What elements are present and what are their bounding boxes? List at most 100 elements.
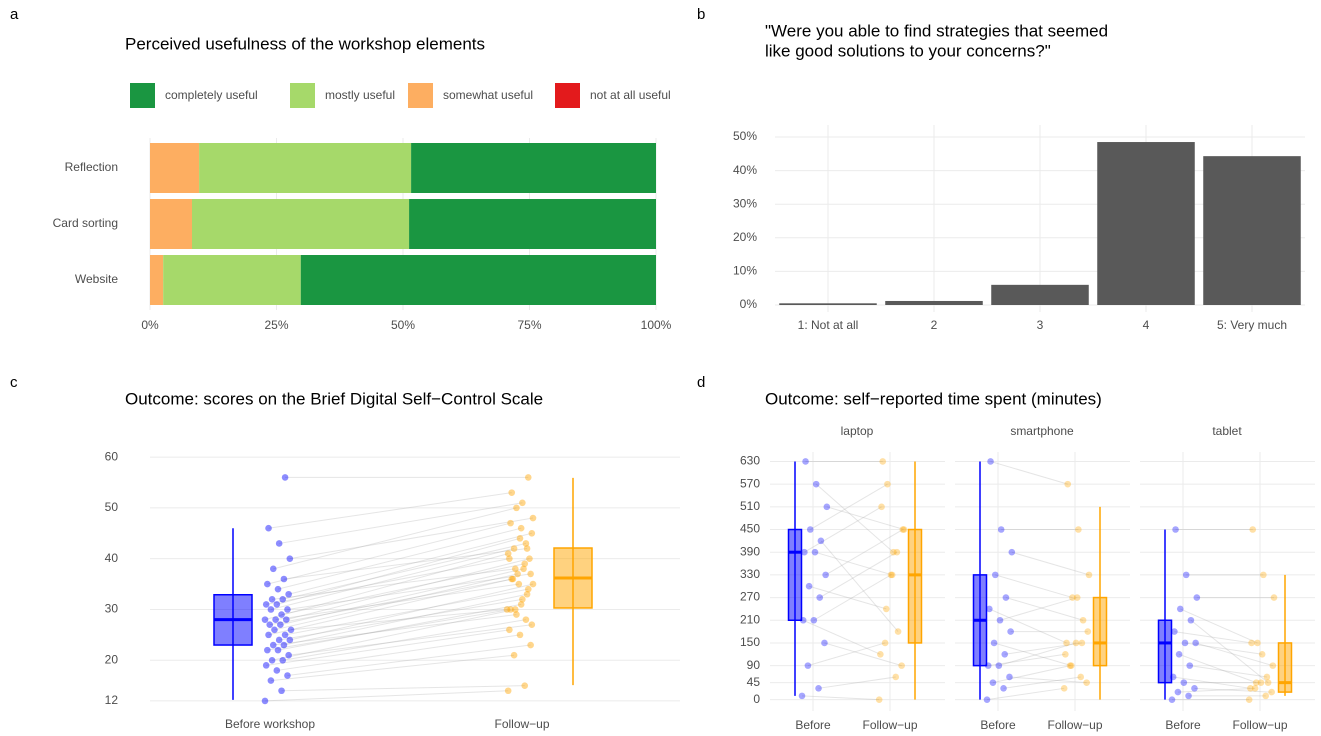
- pair-line: [1174, 631, 1252, 644]
- y-tick-label: 20: [105, 652, 119, 666]
- data-point: [1168, 696, 1176, 703]
- pair-line: [281, 685, 525, 692]
- bar-segment: [163, 255, 301, 305]
- y-tick-label: 510: [740, 499, 760, 513]
- data-point: [266, 621, 274, 629]
- data-point: [522, 540, 530, 547]
- bar: [1097, 142, 1195, 305]
- data-point: [822, 571, 829, 579]
- data-point: [877, 650, 884, 658]
- chart-title: Outcome: scores on the Brief Digital Sel…: [125, 389, 543, 408]
- pair-line: [988, 653, 1066, 667]
- data-point: [1063, 639, 1070, 647]
- pair-line: [277, 603, 522, 651]
- x-tick-label: 5: Very much: [1217, 318, 1287, 332]
- data-point: [1248, 639, 1255, 647]
- pair-line: [1190, 619, 1269, 684]
- pair-line: [289, 583, 534, 641]
- data-point: [284, 672, 291, 679]
- x-tick-label: 50%: [391, 318, 415, 332]
- data-point: [1192, 639, 1199, 647]
- bar: [779, 303, 877, 305]
- x-tick-label: 100%: [641, 318, 672, 332]
- data-point: [278, 611, 285, 618]
- pair-line: [276, 634, 521, 671]
- x-tick-label: 4: [1143, 318, 1150, 332]
- bar-segment: [150, 143, 200, 193]
- x-tick-label: Before: [1165, 718, 1201, 732]
- data-point: [821, 639, 828, 647]
- bar-segment: [199, 143, 412, 193]
- pair-line: [266, 558, 510, 605]
- pair-line: [282, 542, 527, 600]
- pair-line: [274, 573, 518, 631]
- chart-title: Outcome: self−reported time spent (minut…: [765, 389, 1102, 408]
- data-point: [984, 662, 992, 669]
- facet-label: laptop: [841, 424, 874, 438]
- pair-line: [288, 532, 532, 595]
- data-point: [1075, 526, 1082, 533]
- pair-line: [814, 551, 893, 576]
- data-point: [281, 631, 289, 639]
- pair-line: [802, 619, 881, 655]
- data-point: [268, 656, 276, 664]
- y-tick-label: 90: [747, 658, 761, 672]
- pair-line: [813, 574, 892, 621]
- data-point: [1066, 662, 1074, 669]
- y-tick-label: Website: [75, 272, 118, 286]
- pair-line: [267, 522, 511, 585]
- data-point: [892, 673, 900, 681]
- data-point: [521, 682, 529, 689]
- data-point: [506, 626, 513, 634]
- data-point: [261, 616, 269, 623]
- x-tick-label: Before: [980, 718, 1016, 732]
- data-point: [1175, 650, 1183, 658]
- legend-swatch: [408, 83, 433, 108]
- data-point: [519, 499, 526, 507]
- legend-label: completely useful: [165, 88, 258, 102]
- x-tick-label: 75%: [517, 318, 541, 332]
- data-point: [898, 662, 905, 669]
- y-tick-label: 0: [753, 692, 760, 706]
- data-point: [1187, 616, 1195, 624]
- pair-line: [1189, 665, 1267, 678]
- data-point: [272, 616, 279, 623]
- data-point: [810, 616, 818, 624]
- pair-line: [998, 642, 1077, 667]
- data-point: [1245, 696, 1253, 703]
- data-point: [510, 651, 518, 659]
- pair-line: [276, 537, 521, 605]
- data-point: [1182, 571, 1190, 579]
- data-point: [511, 606, 519, 613]
- data-point: [278, 687, 285, 695]
- bar-segment: [300, 255, 656, 305]
- data-point: [1186, 662, 1194, 669]
- data-point: [1069, 594, 1076, 601]
- data-point: [798, 692, 806, 700]
- y-tick-label: 330: [740, 567, 760, 581]
- data-point: [1180, 679, 1188, 686]
- y-tick-label: 40: [105, 551, 119, 565]
- x-tick-label: Follow−up: [862, 718, 917, 732]
- box-body: [907, 528, 923, 644]
- x-tick-label: Before: [795, 718, 831, 732]
- data-point: [987, 458, 994, 465]
- data-point: [520, 565, 527, 573]
- data-point: [527, 641, 534, 649]
- data-point: [986, 605, 993, 613]
- data-point: [1263, 673, 1271, 681]
- data-point: [1270, 594, 1278, 601]
- data-point: [286, 636, 294, 644]
- pair-line: [282, 619, 526, 661]
- pair-line: [1180, 608, 1258, 644]
- legend-swatch: [555, 83, 580, 108]
- data-point: [265, 524, 272, 532]
- pair-line: [1011, 551, 1090, 576]
- pair-line: [1195, 642, 1273, 667]
- pair-line: [825, 529, 904, 576]
- y-tick-label: Card sorting: [53, 216, 118, 230]
- box-body: [1277, 642, 1293, 693]
- bar-segment: [411, 143, 656, 193]
- data-point: [1084, 628, 1092, 635]
- pair-line: [1004, 642, 1082, 655]
